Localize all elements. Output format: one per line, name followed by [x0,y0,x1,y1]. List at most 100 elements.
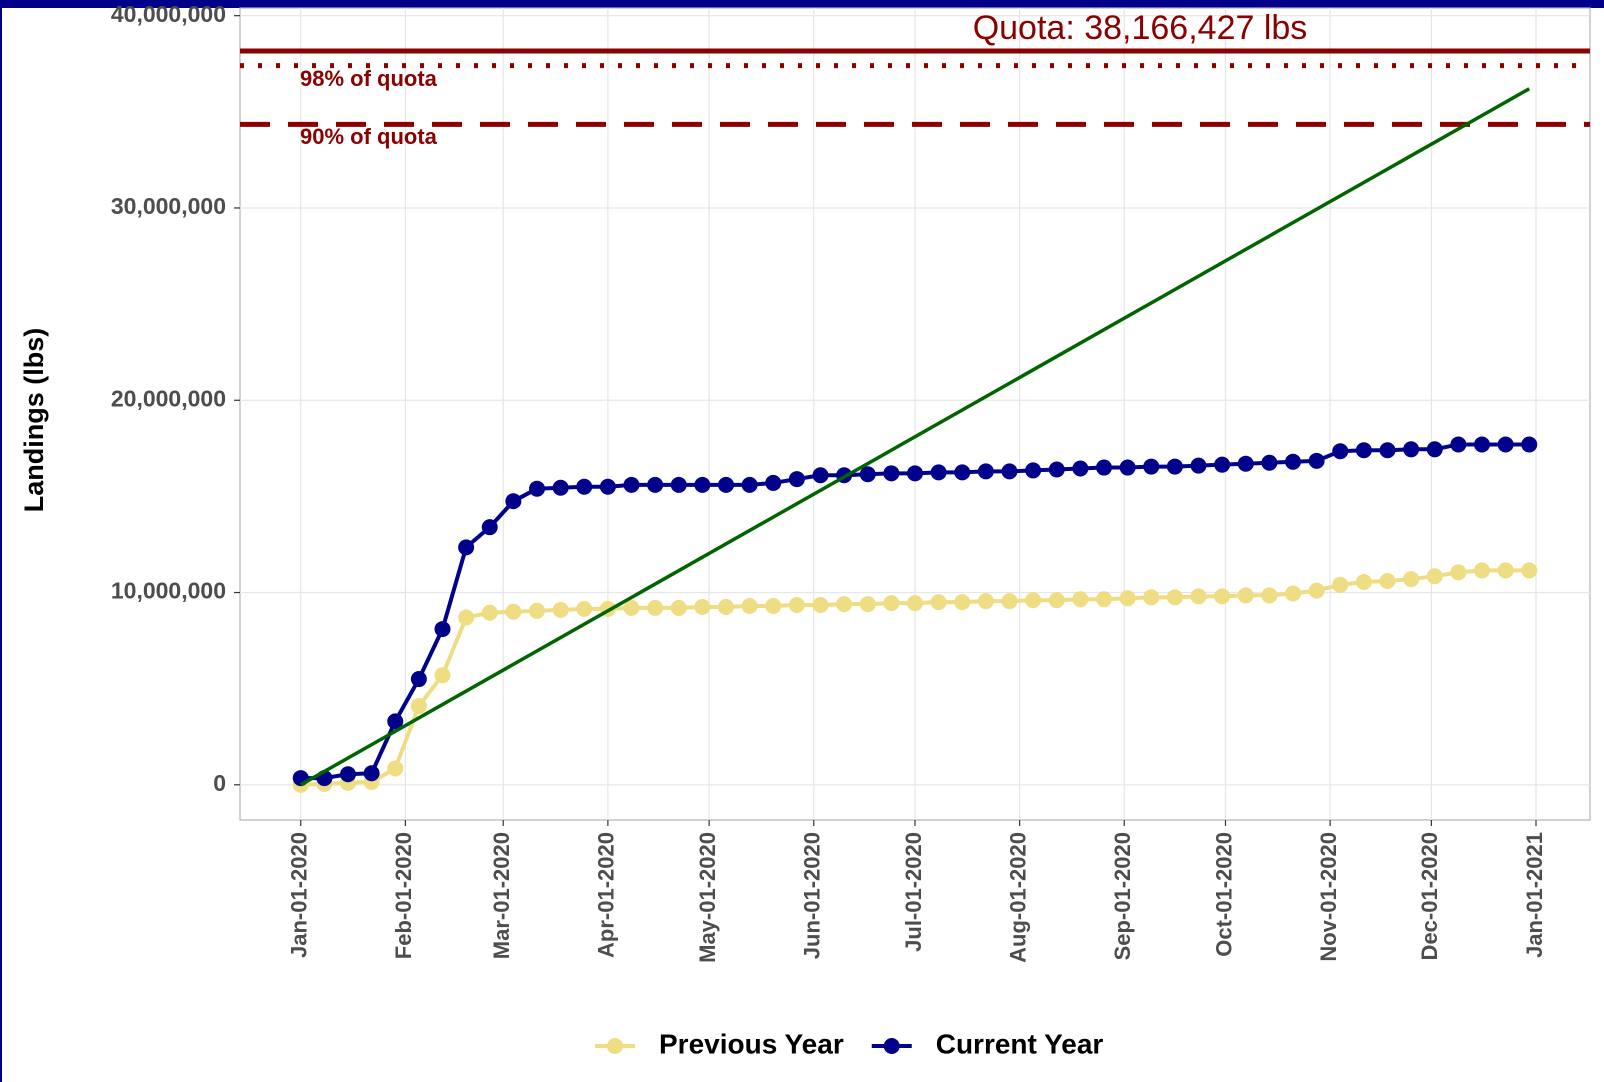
data-point [1355,573,1372,590]
data-point [765,474,782,491]
legend-key-dot [883,1038,900,1054]
data-point [930,594,947,611]
data-point [859,596,876,613]
data-point [1001,463,1018,480]
data-point [529,602,545,619]
x-tick-label: Sep-01-2020 [1110,832,1135,960]
x-tick-label: Apr-01-2020 [594,832,619,958]
data-point [1096,591,1112,608]
reference-label: 98% of quota [300,66,438,91]
data-point [930,464,947,481]
data-point [1474,562,1490,579]
data-point [1166,458,1183,475]
data-point [907,465,923,482]
y-tick-label: 20,000,000 [111,385,226,411]
data-point [387,760,404,777]
data-point [647,599,664,616]
data-point [907,595,923,612]
data-point [1214,588,1231,605]
data-point [1332,443,1349,460]
data-point [954,594,971,611]
x-tick-label: Jul-01-2020 [901,832,926,952]
x-tick-label: Aug-01-2020 [1005,832,1030,963]
data-point [387,713,404,730]
data-point [647,476,664,493]
data-point [1308,452,1325,469]
data-point [1355,442,1372,459]
top-bar [0,0,1604,8]
data-point [1497,436,1514,453]
data-point [1521,562,1538,579]
data-point [599,478,616,495]
data-point [977,463,994,480]
data-point [670,599,687,616]
data-point [552,479,569,496]
data-point [836,596,853,613]
data-point [694,598,711,615]
y-tick-label: 10,000,000 [111,578,226,604]
data-point [954,464,971,481]
data-point [1166,589,1183,606]
data-point [1214,456,1231,473]
data-point [481,519,498,536]
data-point [505,603,522,620]
data-point [788,471,805,488]
legend: Previous Year Current Year [595,1028,1103,1059]
data-point [1237,455,1254,472]
data-point [1025,462,1042,479]
data-point [434,667,451,684]
data-point [623,476,640,493]
left-edge [0,0,2,1082]
data-point [1143,458,1160,475]
x-tick-label: Jan-01-2020 [287,832,312,958]
x-tick-label: Jan-01-2021 [1522,832,1547,958]
y-axis-title: Landings (lbs) [19,328,49,513]
data-point [363,765,380,782]
x-tick-label: Feb-01-2020 [391,832,416,959]
data-point [859,466,876,483]
data-point [410,671,427,688]
data-point [977,593,994,610]
data-point [458,609,475,626]
data-point [1190,588,1207,605]
data-point [340,766,356,783]
data-point [1285,585,1301,602]
data-point [1261,454,1278,471]
data-point [670,476,687,493]
data-point [812,467,829,484]
x-tick-label: Mar-01-2020 [489,832,514,959]
reference-label: 90% of quota [300,124,438,149]
x-tick-label: Nov-01-2020 [1316,832,1341,962]
y-tick-label: 40,000,000 [111,1,226,27]
data-point [1096,459,1112,476]
data-point [1237,587,1254,604]
data-point [1426,568,1443,585]
data-point [1450,436,1467,453]
data-point [1332,576,1349,593]
data-point [1001,593,1018,610]
data-point [1379,442,1396,459]
x-tick-label: Dec-01-2020 [1417,832,1442,960]
x-tick-label: May-01-2020 [695,832,720,963]
data-point [1403,441,1420,458]
data-point [552,601,569,618]
data-point [1450,564,1467,581]
data-point [434,621,451,638]
data-point [741,476,758,493]
data-point [788,597,805,614]
data-point [623,599,640,616]
data-point [1190,457,1207,474]
data-point [576,478,593,495]
data-point [1403,571,1420,588]
data-point [812,597,829,614]
data-point [1521,436,1538,453]
y-tick-label: 0 [213,770,226,796]
data-point [1119,459,1136,476]
trend-line [299,87,1531,787]
data-point [1379,572,1396,589]
data-point [1048,592,1065,609]
legend-label: Current Year [936,1028,1104,1059]
legend-key-dot [607,1038,623,1054]
